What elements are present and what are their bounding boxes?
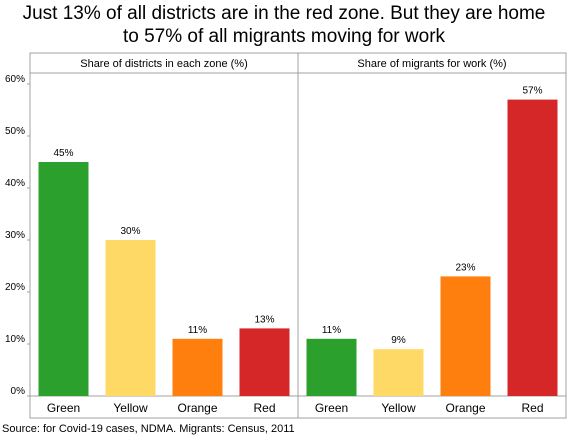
bar-value-label: 11% — [188, 325, 207, 336]
title-line-1: Just 13% of all districts are in the red… — [22, 3, 546, 24]
y-tick-label: 0% — [11, 386, 26, 397]
x-category-label: Yellow — [381, 401, 416, 415]
y-tick-label: 60% — [5, 74, 25, 85]
bar-yellow — [105, 240, 156, 396]
bar-green — [306, 338, 357, 396]
x-category-label: Orange — [445, 401, 485, 415]
bar-yellow — [373, 349, 424, 396]
x-category-label: Green — [315, 401, 348, 415]
y-tick-label: 10% — [5, 334, 25, 345]
panel-header: Share of migrants for work (%) — [357, 58, 506, 70]
y-tick-label: 40% — [5, 178, 25, 189]
bar-value-label: 30% — [120, 226, 140, 237]
bar-value-label: 13% — [254, 314, 274, 325]
bar-orange — [172, 338, 223, 396]
y-tick-label: 20% — [5, 282, 25, 293]
bar-red — [507, 99, 558, 396]
y-tick-label: 30% — [5, 230, 25, 241]
x-category-label: Yellow — [113, 401, 148, 415]
panel-header: Share of districts in each zone (%) — [80, 58, 248, 70]
bar-red — [239, 328, 290, 396]
bar-value-label: 11% — [322, 325, 341, 336]
x-category-label: Green — [47, 401, 80, 415]
title-line-2: to 57% of all migrants moving for work — [122, 26, 446, 47]
x-category-label: Red — [521, 401, 543, 415]
x-category-label: Red — [253, 401, 275, 415]
bar-value-label: 9% — [391, 335, 406, 346]
bar-value-label: 23% — [455, 262, 475, 273]
x-category-label: Orange — [177, 401, 217, 415]
bar-orange — [440, 276, 491, 396]
source-note: Source: for Covid-19 cases, NDMA. Migran… — [2, 423, 295, 435]
bar-value-label: 57% — [522, 86, 542, 97]
bar-value-label: 45% — [53, 148, 73, 159]
y-tick-label: 50% — [5, 126, 25, 137]
bar-green — [38, 162, 89, 396]
chart-title: Just 13% of all districts are in the red… — [0, 2, 568, 48]
